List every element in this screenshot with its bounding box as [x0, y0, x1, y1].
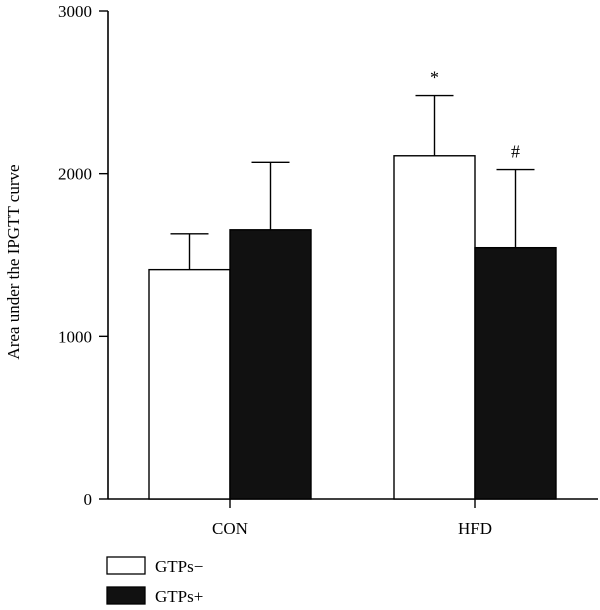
bar [393, 155, 476, 500]
y-tick-label: 3000 [58, 2, 92, 21]
bar-series: *# [148, 68, 557, 500]
legend: GTPs− GTPs+ [106, 556, 203, 606]
bar [229, 229, 312, 500]
y-tick-label: 1000 [58, 327, 92, 346]
y-tick-label: 0 [84, 490, 93, 509]
x-tick-label: HFD [458, 519, 492, 538]
significance-marker: # [511, 142, 520, 162]
legend-swatch [106, 556, 146, 575]
y-axis-label: Area under the IPGTT curve [4, 164, 23, 359]
legend-swatch [106, 586, 146, 605]
bar [148, 268, 231, 500]
x-tick-label: CON [212, 519, 248, 538]
bar [474, 246, 557, 500]
y-tick-label: 2000 [58, 165, 92, 184]
significance-marker: * [430, 68, 439, 88]
legend-label: GTPs− [155, 557, 203, 576]
legend-label: GTPs+ [155, 587, 203, 606]
x-axis-labels: CON HFD [212, 499, 492, 538]
